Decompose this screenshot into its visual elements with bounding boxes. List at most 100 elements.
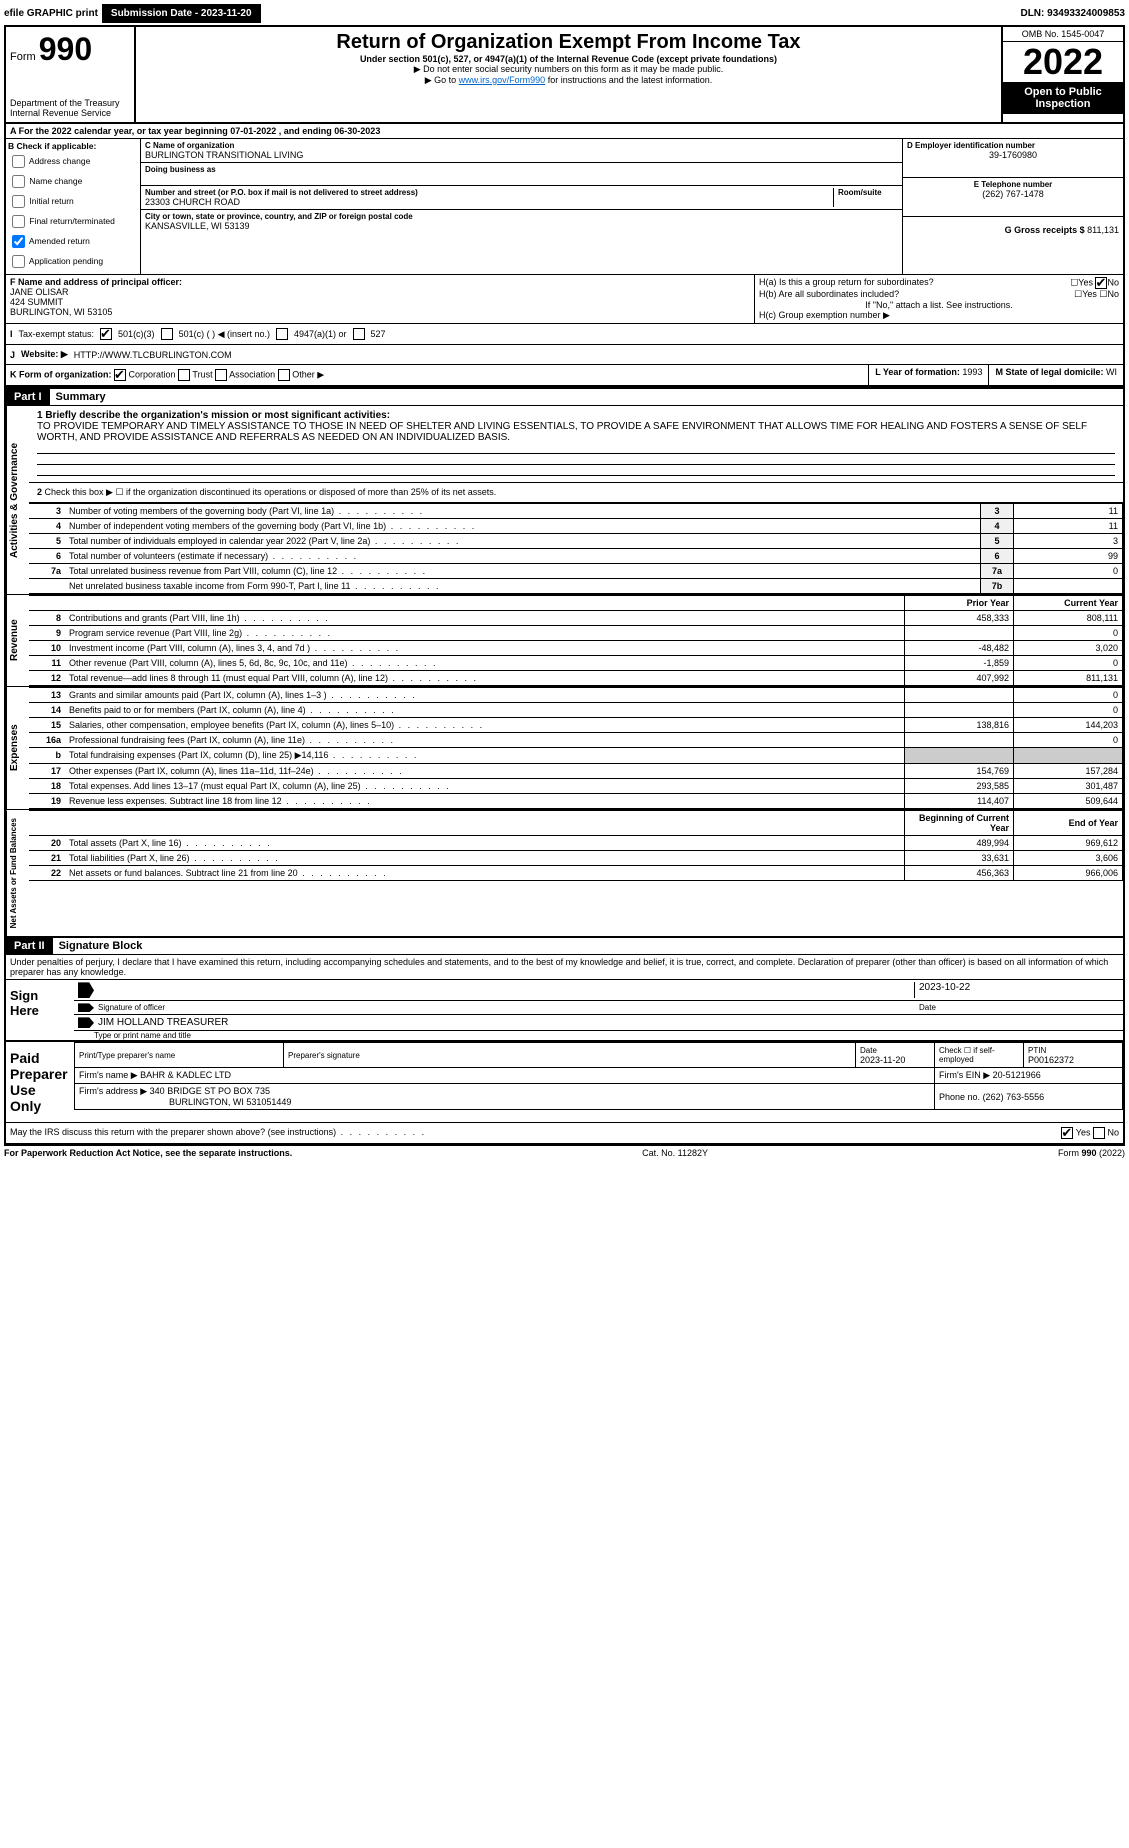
- sign-here-label: Sign Here: [6, 980, 74, 1040]
- chk-501c3[interactable]: [100, 328, 112, 340]
- begin-year-header: Beginning of Current Year: [905, 811, 1014, 836]
- chk-amended-return[interactable]: [12, 235, 25, 248]
- section-h: H(a) Is this a group return for subordin…: [754, 275, 1123, 323]
- form-year-block: OMB No. 1545-0047 2022 Open to Public In…: [1001, 27, 1123, 122]
- goto-suffix: for instructions and the latest informat…: [545, 75, 712, 85]
- dln-label: DLN: 93493324009853: [1020, 8, 1125, 19]
- may-irs-text: May the IRS discuss this return with the…: [10, 1127, 426, 1139]
- prep-date: 2023-11-20: [860, 1055, 905, 1065]
- arrow-icon: [78, 1003, 94, 1012]
- officer-label: F Name and address of principal officer:: [10, 277, 182, 287]
- goto-line: ▶ Go to www.irs.gov/Form990 for instruct…: [140, 75, 997, 86]
- form-title-block: Return of Organization Exempt From Incom…: [136, 27, 1001, 122]
- irs-link[interactable]: www.irs.gov/Form990: [459, 75, 546, 85]
- irs-label: Internal Revenue Service: [10, 108, 130, 118]
- form-header: Form 990 Department of the Treasury Inte…: [6, 27, 1123, 124]
- line2-text: Check this box ▶ ☐ if the organization d…: [45, 487, 497, 497]
- mission-text: TO PROVIDE TEMPORARY AND TIMELY ASSISTAN…: [37, 421, 1087, 443]
- tax-year-range: A For the 2022 calendar year, or tax yea…: [10, 126, 380, 136]
- chk-4947[interactable]: [276, 328, 288, 340]
- preparer-table: Print/Type preparer's name Preparer's si…: [74, 1042, 1123, 1110]
- chk-may-irs-no[interactable]: [1093, 1127, 1105, 1139]
- formation-year: 1993: [962, 367, 982, 377]
- room-label: Room/suite: [838, 188, 898, 197]
- ha-label: H(a) Is this a group return for subordin…: [759, 277, 934, 289]
- chk-initial-return[interactable]: [12, 195, 25, 208]
- line1-label: 1 Briefly describe the organization's mi…: [37, 410, 390, 421]
- chk-final-return[interactable]: [12, 215, 25, 228]
- m-label: M State of legal domicile:: [995, 367, 1103, 377]
- ssn-warning: ▶ Do not enter social security numbers o…: [140, 64, 997, 75]
- firm-ein-label: Firm's EIN ▶: [939, 1070, 990, 1080]
- omb-number: OMB No. 1545-0047: [1003, 27, 1123, 42]
- officer-addr2: BURLINGTON, WI 53105: [10, 307, 112, 317]
- chk-527[interactable]: [353, 328, 365, 340]
- may-irs-row: May the IRS discuss this return with the…: [6, 1122, 1123, 1143]
- prep-sig-label: Preparer's signature: [288, 1051, 360, 1060]
- firm-phone: (262) 763-5556: [983, 1092, 1045, 1102]
- page-footer: For Paperwork Reduction Act Notice, see …: [4, 1145, 1125, 1160]
- chk-association[interactable]: [215, 369, 227, 381]
- goto-prefix: ▶ Go to: [425, 75, 459, 85]
- sections-deg: D Employer identification number 39-1760…: [902, 139, 1123, 274]
- part1-badge: Part I: [6, 389, 50, 405]
- chk-corporation[interactable]: [114, 369, 126, 381]
- firm-ein: 20-5121966: [993, 1070, 1041, 1080]
- section-f: F Name and address of principal officer:…: [6, 275, 754, 323]
- firm-addr2: BURLINGTON, WI 531051449: [169, 1097, 291, 1107]
- tax-year: 2022: [1003, 42, 1123, 82]
- sections-fh: F Name and address of principal officer:…: [6, 275, 1123, 324]
- part2-badge: Part II: [6, 938, 53, 954]
- gross-receipts-label: G Gross receipts $: [1005, 225, 1085, 235]
- revenue-section: Revenue Prior YearCurrent Year 8Contribu…: [6, 594, 1123, 686]
- prep-name-label: Print/Type preparer's name: [79, 1051, 175, 1060]
- tax-exempt-label: Tax-exempt status:: [19, 329, 95, 339]
- assets-section: Net Assets or Fund Balances Beginning of…: [6, 809, 1123, 936]
- form-number: 990: [39, 31, 92, 67]
- form-subtitle: Under section 501(c), 527, or 4947(a)(1)…: [140, 54, 997, 64]
- sections-bcdefg: B Check if applicable: Address change Na…: [6, 139, 1123, 275]
- org-name: BURLINGTON TRANSITIONAL LIVING: [145, 150, 898, 160]
- website-value: HTTP://WWW.TLCBURLINGTON.COM: [74, 350, 232, 360]
- open-public-badge: Open to Public Inspection: [1003, 82, 1123, 114]
- domicile-state: WI: [1106, 367, 1117, 377]
- section-b: B Check if applicable: Address change Na…: [6, 139, 141, 274]
- chk-may-irs-yes[interactable]: [1061, 1127, 1073, 1139]
- prior-year-header: Prior Year: [905, 596, 1014, 611]
- ein-value: 39-1760980: [907, 150, 1119, 160]
- hb-label: H(b) Are all subordinates included?: [759, 289, 899, 300]
- vlabel-governance: Activities & Governance: [6, 406, 29, 594]
- paid-preparer-label: Paid Preparer Use Only: [6, 1042, 74, 1122]
- current-year-header: Current Year: [1014, 596, 1123, 611]
- l-label: L Year of formation:: [875, 367, 960, 377]
- phone-value: (262) 767-1478: [907, 189, 1119, 199]
- phone-label: E Telephone number: [907, 180, 1119, 189]
- chk-other[interactable]: [278, 369, 290, 381]
- j-label: J: [10, 350, 15, 360]
- tax-exempt-website-rows: I Tax-exempt status: 501(c)(3) 501(c) ( …: [6, 324, 1123, 365]
- chk-application-pending[interactable]: [12, 255, 25, 268]
- section-m: M State of legal domicile: WI: [988, 365, 1123, 385]
- chk-address-change[interactable]: [12, 155, 25, 168]
- arrow-icon: [78, 982, 94, 998]
- sig-date: 2023-10-22: [914, 982, 1119, 998]
- governance-table: 3Number of voting members of the governi…: [29, 503, 1123, 594]
- section-c: C Name of organization BURLINGTON TRANSI…: [141, 139, 902, 274]
- chk-501c[interactable]: [161, 328, 173, 340]
- expense-table: 13Grants and similar amounts paid (Part …: [29, 687, 1123, 809]
- ptin-label: PTIN: [1028, 1046, 1046, 1055]
- officer-printed-name: JIM HOLLAND TREASURER: [98, 1017, 228, 1028]
- addr-label: Number and street (or P.O. box if mail i…: [145, 188, 833, 197]
- assets-table: Beginning of Current YearEnd of Year 20T…: [29, 810, 1123, 881]
- part1-body: Activities & Governance 1 Briefly descri…: [6, 405, 1123, 594]
- officer-addr1: 424 SUMMIT: [10, 297, 63, 307]
- firm-name-label: Firm's name ▶: [79, 1070, 138, 1080]
- paid-preparer-block: Paid Preparer Use Only Print/Type prepar…: [6, 1040, 1123, 1122]
- paperwork-notice: For Paperwork Reduction Act Notice, see …: [4, 1148, 292, 1158]
- chk-name-change[interactable]: [12, 175, 25, 188]
- part2-title: Signature Block: [59, 940, 143, 952]
- penalty-text: Under penalties of perjury, I declare th…: [6, 954, 1123, 979]
- hb-note: If "No," attach a list. See instructions…: [759, 300, 1119, 310]
- chk-trust[interactable]: [178, 369, 190, 381]
- form-990-container: Form 990 Department of the Treasury Inte…: [4, 25, 1125, 1145]
